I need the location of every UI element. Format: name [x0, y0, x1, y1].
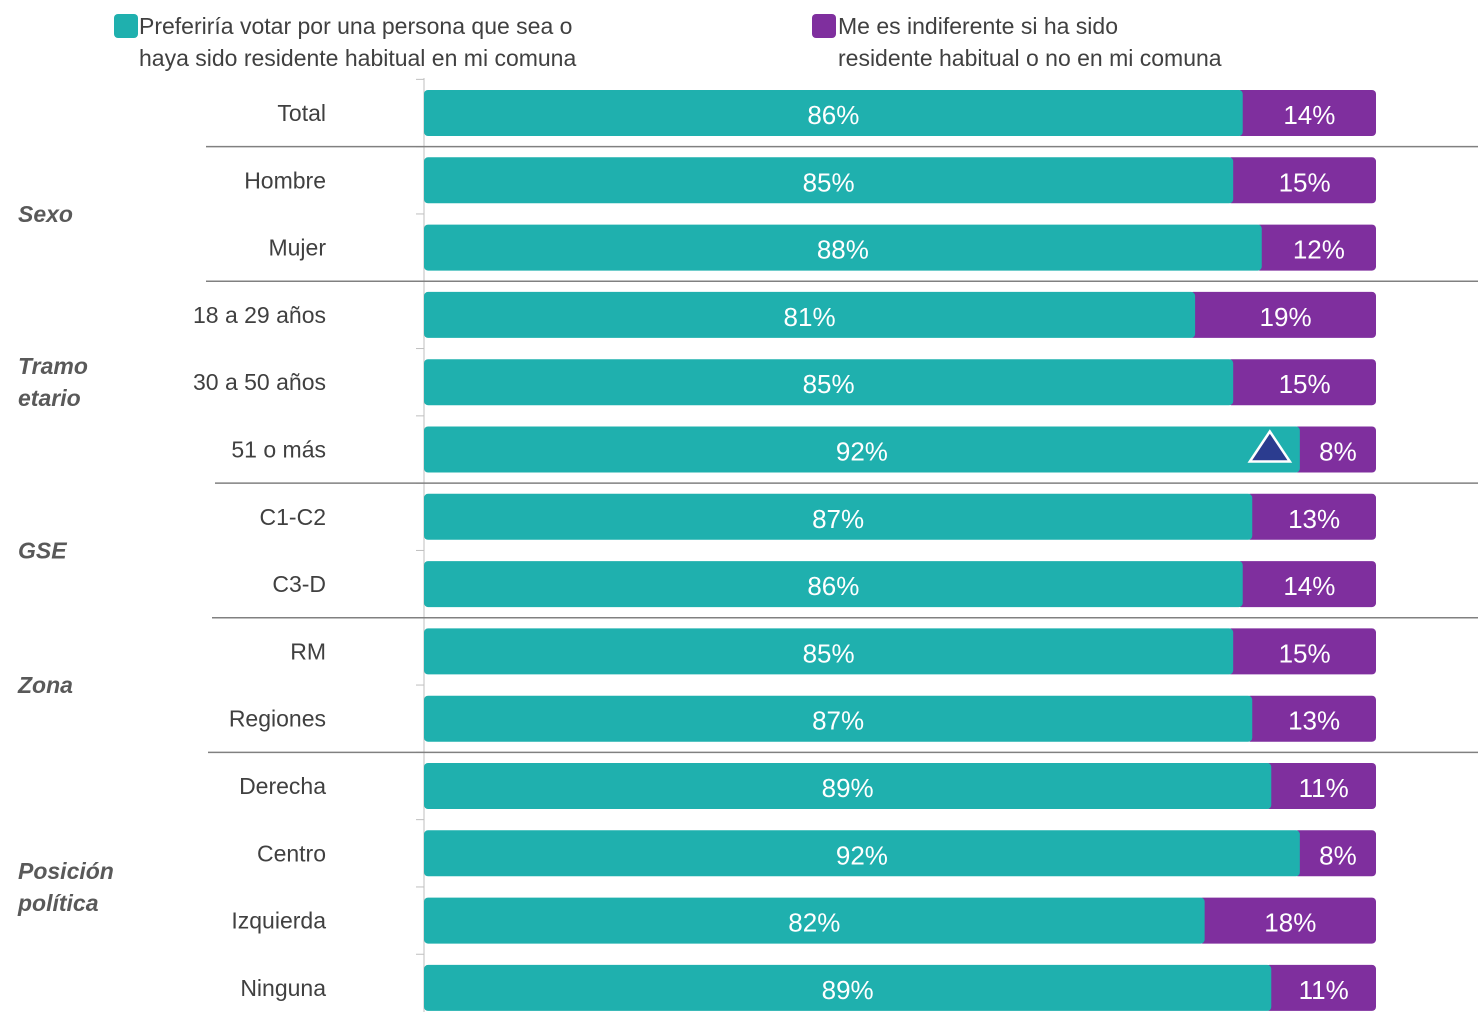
data-label-indiferente: 8% — [1319, 840, 1357, 870]
data-label-preferiria: 82% — [788, 908, 840, 938]
bar-segment-indiferente — [1227, 359, 1376, 406]
bar-segment-indiferente — [1265, 763, 1376, 809]
data-label-indiferente: 8% — [1319, 437, 1357, 467]
bar-segment-indiferente — [1293, 830, 1376, 877]
category-label: 51 o más — [231, 437, 326, 463]
category-label: 18 a 29 años — [193, 302, 326, 328]
data-label-indiferente: 11% — [1299, 975, 1349, 1005]
category-label: Hombre — [244, 167, 326, 193]
data-label-indiferente: 18% — [1264, 908, 1316, 938]
bar-segment-indiferente — [1246, 493, 1376, 540]
bar-segment-indiferente — [1189, 291, 1376, 338]
data-label-preferiria: 88% — [817, 235, 869, 265]
bar-segment-preferiria — [424, 359, 1234, 406]
category-label: Centro — [257, 840, 326, 866]
bar-segment-preferiria — [424, 763, 1272, 809]
bar-segment-preferiria — [424, 695, 1253, 742]
group-label: política — [17, 890, 99, 916]
bar-segment-preferiria — [424, 291, 1196, 338]
data-label-indiferente: 13% — [1288, 706, 1340, 736]
bar-segment-indiferente — [1255, 224, 1376, 271]
category-label: Regiones — [229, 706, 326, 732]
group-label: GSE — [18, 537, 67, 563]
group-label: Sexo — [18, 201, 73, 227]
data-label-indiferente: 15% — [1279, 369, 1331, 399]
bar-segment-preferiria — [424, 90, 1243, 136]
data-label-indiferente: 11% — [1299, 773, 1349, 803]
legend-label-line2: residente habitual o no en mi comuna — [838, 45, 1222, 71]
category-label: Izquierda — [231, 908, 326, 934]
bar-segment-preferiria — [424, 897, 1205, 944]
bar-segment-indiferente — [1198, 897, 1376, 944]
data-label-preferiria: 92% — [836, 437, 888, 467]
category-label: Ninguna — [240, 975, 326, 1001]
legend-label-line1: Me es indiferente si ha sido — [838, 13, 1118, 39]
category-label: C1-C2 — [260, 504, 326, 530]
group-label: etario — [18, 385, 81, 411]
data-label-preferiria: 86% — [807, 571, 859, 601]
data-label-preferiria: 89% — [822, 975, 874, 1005]
category-label: Total — [277, 100, 326, 126]
bar-segment-indiferente — [1246, 695, 1376, 742]
data-label-preferiria: 81% — [784, 302, 836, 332]
group-label: Posición — [18, 858, 114, 884]
significance-triangle-icon — [1247, 429, 1293, 463]
bar-segment-preferiria — [424, 224, 1262, 271]
data-label-preferiria: 87% — [812, 504, 864, 534]
data-label-indiferente: 15% — [1279, 167, 1331, 197]
category-label: C3-D — [272, 571, 326, 597]
legend-label-line2: haya sido residente habitual en mi comun… — [139, 45, 577, 71]
bar-segment-indiferente — [1236, 561, 1376, 608]
bar-segment-indiferente — [1293, 426, 1376, 473]
bar-segment-preferiria — [424, 157, 1234, 204]
data-label-indiferente: 14% — [1283, 100, 1335, 130]
category-label: Derecha — [239, 773, 326, 799]
data-label-preferiria: 92% — [836, 840, 888, 870]
data-label-indiferente: 12% — [1293, 235, 1345, 265]
bar-segment-preferiria — [424, 830, 1300, 877]
data-label-preferiria: 85% — [803, 167, 855, 197]
bar-segment-preferiria — [424, 561, 1243, 608]
bar-segment-preferiria — [424, 426, 1300, 473]
bar-segment-indiferente — [1265, 964, 1376, 1011]
legend-swatch-teal — [114, 14, 138, 38]
bar-segment-preferiria — [424, 964, 1272, 1011]
data-label-indiferente: 13% — [1288, 504, 1340, 534]
legend-label-line1: Preferiría votar por una persona que sea… — [139, 13, 573, 39]
category-label: 30 a 50 años — [193, 369, 326, 395]
data-label-indiferente: 19% — [1260, 302, 1312, 332]
bar-segment-preferiria — [424, 493, 1253, 540]
data-label-indiferente: 14% — [1283, 571, 1335, 601]
group-label: Tramo — [18, 353, 88, 379]
bar-segment-indiferente — [1236, 90, 1376, 136]
bar-segment-preferiria — [424, 628, 1234, 675]
data-label-preferiria: 85% — [803, 369, 855, 399]
data-label-indiferente: 15% — [1279, 638, 1331, 668]
bar-segment-indiferente — [1227, 157, 1376, 204]
bar-segment-indiferente — [1227, 628, 1376, 675]
data-label-preferiria: 85% — [803, 638, 855, 668]
data-label-preferiria: 86% — [807, 100, 859, 130]
data-label-preferiria: 89% — [822, 773, 874, 803]
category-label: RM — [290, 638, 326, 664]
category-label: Mujer — [268, 235, 326, 261]
group-label: Zona — [17, 672, 73, 698]
data-label-preferiria: 87% — [812, 706, 864, 736]
legend-swatch-purple — [812, 14, 836, 38]
